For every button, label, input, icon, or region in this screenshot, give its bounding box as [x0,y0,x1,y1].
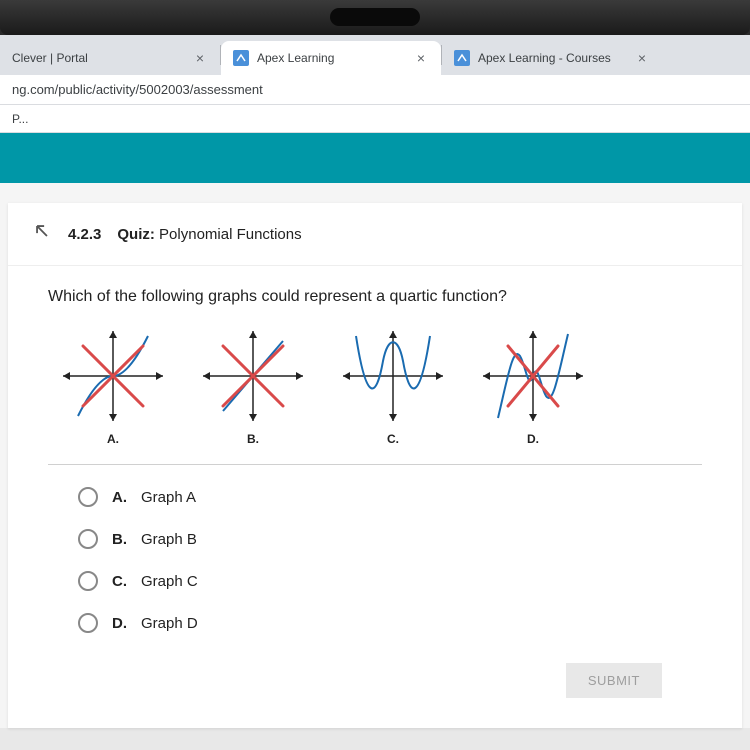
option-text: Graph C [141,573,198,590]
option-text: Graph D [141,615,198,632]
laptop-bezel [0,0,750,35]
url-bar[interactable]: ng.com/public/activity/5002003/assessmen… [0,75,750,105]
favicon-icon [454,50,470,66]
quiz-title: Quiz: Polynomial Functions [117,226,301,243]
question-block: Which of the following graphs could repr… [8,266,742,728]
option-a[interactable]: A. Graph A [78,487,702,507]
radio-icon[interactable] [78,529,98,549]
browser-tabs-bar: Clever | Portal × Apex Learning × Apex L… [0,35,750,75]
screen: Clever | Portal × Apex Learning × Apex L… [0,35,750,750]
options-list: A. Graph A B. Graph B C. Graph C [48,487,702,633]
tab-title: Apex Learning - Courses [478,51,626,65]
bookmark-item[interactable]: P... [12,112,28,126]
radio-icon[interactable] [78,613,98,633]
close-icon[interactable]: × [413,50,429,66]
app-header [0,133,750,183]
tab-clever-portal[interactable]: Clever | Portal × [0,41,220,75]
quiz-card: 4.2.3 Quiz: Polynomial Functions Which o… [8,203,742,728]
option-c[interactable]: C. Graph C [78,571,702,591]
graph-c-svg [338,326,448,426]
tab-title: Apex Learning [257,51,405,65]
option-text: Graph B [141,531,197,548]
quiz-number: 4.2.3 [68,226,101,243]
tab-title: Clever | Portal [12,51,184,65]
radio-icon[interactable] [78,487,98,507]
graphs-row: A. B. [48,326,702,446]
radio-icon[interactable] [78,571,98,591]
tab-apex-courses[interactable]: Apex Learning - Courses × [442,41,662,75]
graph-label-b: B. [247,432,259,446]
question-text: Which of the following graphs could repr… [48,288,702,306]
url-text: ng.com/public/activity/5002003/assessmen… [12,82,263,97]
graph-label-a: A. [107,432,119,446]
graph-label-c: C. [387,432,399,446]
option-letter: C. [112,573,127,590]
option-b[interactable]: B. Graph B [78,529,702,549]
divider [48,464,702,465]
graph-label-d: D. [527,432,539,446]
bookmarks-bar: P... [0,105,750,133]
option-letter: D. [112,615,127,632]
graph-d-svg [478,326,588,426]
graph-b: B. [198,326,308,446]
graph-a-svg [58,326,168,426]
graph-c: C. [338,326,448,446]
tab-apex-learning[interactable]: Apex Learning × [221,41,441,75]
option-d[interactable]: D. Graph D [78,613,702,633]
close-icon[interactable]: × [192,50,208,66]
quiz-title-row: 4.2.3 Quiz: Polynomial Functions [8,203,742,266]
favicon-icon [233,50,249,66]
submit-button[interactable]: SUBMIT [566,663,662,698]
back-arrow-icon[interactable] [32,221,52,247]
close-icon[interactable]: × [634,50,650,66]
camera-notch [330,8,420,26]
submit-row: SUBMIT [48,633,702,708]
graph-b-svg [198,326,308,426]
option-letter: A. [112,489,127,506]
option-letter: B. [112,531,127,548]
graph-a: A. [58,326,168,446]
option-text: Graph A [141,489,196,506]
content-area: 4.2.3 Quiz: Polynomial Functions Which o… [0,183,750,728]
graph-d: D. [478,326,588,446]
